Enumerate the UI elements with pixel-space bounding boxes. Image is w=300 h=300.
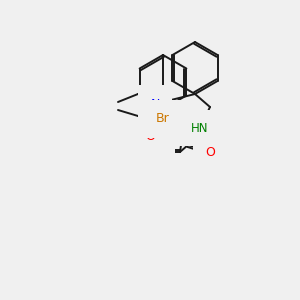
Text: N: N [153, 146, 163, 158]
Text: O: O [205, 146, 215, 158]
Text: N: N [150, 98, 160, 110]
Text: HN: HN [191, 122, 209, 134]
Text: Br: Br [156, 112, 170, 125]
Text: O: O [145, 130, 155, 143]
